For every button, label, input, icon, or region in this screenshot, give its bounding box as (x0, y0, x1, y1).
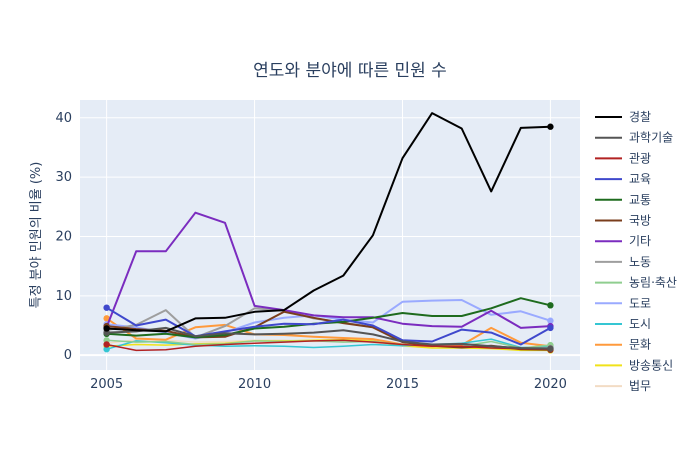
legend-item[interactable]: 문화 (595, 338, 651, 352)
grid (80, 100, 580, 370)
data-point (547, 345, 554, 352)
y-tick-label: 20 (55, 229, 72, 244)
plot-area (80, 100, 580, 370)
series-line (106, 326, 551, 350)
legend-item[interactable]: 교통 (595, 193, 651, 207)
y-tick-label: 30 (55, 170, 72, 185)
legend-label: 교육 (629, 172, 651, 186)
series-line (106, 339, 551, 349)
legend-label: 농림·축산 (629, 276, 677, 290)
legend-item[interactable]: 농림·축산 (595, 276, 677, 290)
legend-label: 기타 (629, 234, 651, 248)
legend-label: 법무 (629, 379, 651, 393)
series-lines (103, 112, 554, 354)
legend-item[interactable]: 교육 (595, 172, 651, 186)
legend-item[interactable]: 도로 (595, 296, 651, 310)
legend-label: 경찰 (629, 110, 651, 124)
data-point (103, 315, 110, 322)
data-point (547, 324, 554, 332)
data-point (103, 341, 110, 348)
legend-item[interactable]: 도시 (595, 317, 651, 331)
series-line (105, 211, 551, 329)
legend-item[interactable]: 노동 (595, 255, 651, 269)
series-line (106, 112, 551, 333)
series-line (106, 306, 551, 346)
legend-label: 국방 (629, 214, 651, 228)
legend-label: 방송통신 (629, 358, 673, 372)
series-교육 (103, 304, 554, 346)
y-axis-title: 특정 분야 민원의 비율 (%) (29, 162, 44, 309)
legend-item[interactable]: 과학기술 (595, 131, 673, 145)
data-point (547, 302, 554, 309)
series-line (106, 339, 551, 352)
data-point (103, 346, 110, 353)
y-tick-label: 40 (55, 111, 72, 126)
x-tick-label: 2005 (90, 377, 123, 392)
legend-item[interactable]: 경찰 (595, 110, 651, 124)
x-tick-label: 2010 (238, 377, 271, 392)
legend-label: 도로 (629, 296, 651, 310)
legend-label: 과학기술 (629, 131, 673, 145)
legend-label: 도시 (629, 317, 651, 331)
x-tick-label: 2020 (534, 377, 567, 392)
data-point (103, 304, 110, 311)
legend-label: 문화 (629, 338, 651, 352)
axes: 0 10 20 30 40 2005 2010 2015 2020 (55, 111, 567, 392)
data-point (547, 123, 554, 130)
x-tick-label: 2015 (386, 377, 419, 392)
legend-label: 노동 (629, 255, 651, 269)
legend-item[interactable]: 방송통신 (595, 358, 673, 372)
series-line (106, 338, 551, 350)
y-tick-label: 10 (55, 289, 72, 304)
data-point (547, 317, 554, 324)
legend-label: 교통 (629, 193, 651, 207)
legend-item[interactable]: 국방 (595, 214, 651, 228)
y-tick-label: 0 (64, 348, 72, 363)
legend-item[interactable]: 기타 (595, 234, 651, 248)
chart-title: 연도와 분야에 따른 민원 수 (253, 61, 447, 81)
legend-item[interactable]: 관광 (595, 151, 651, 165)
series-경찰 (103, 112, 554, 333)
data-point (103, 325, 110, 332)
legend-label: 관광 (629, 151, 651, 165)
legend-item[interactable]: 법무 (595, 379, 651, 393)
